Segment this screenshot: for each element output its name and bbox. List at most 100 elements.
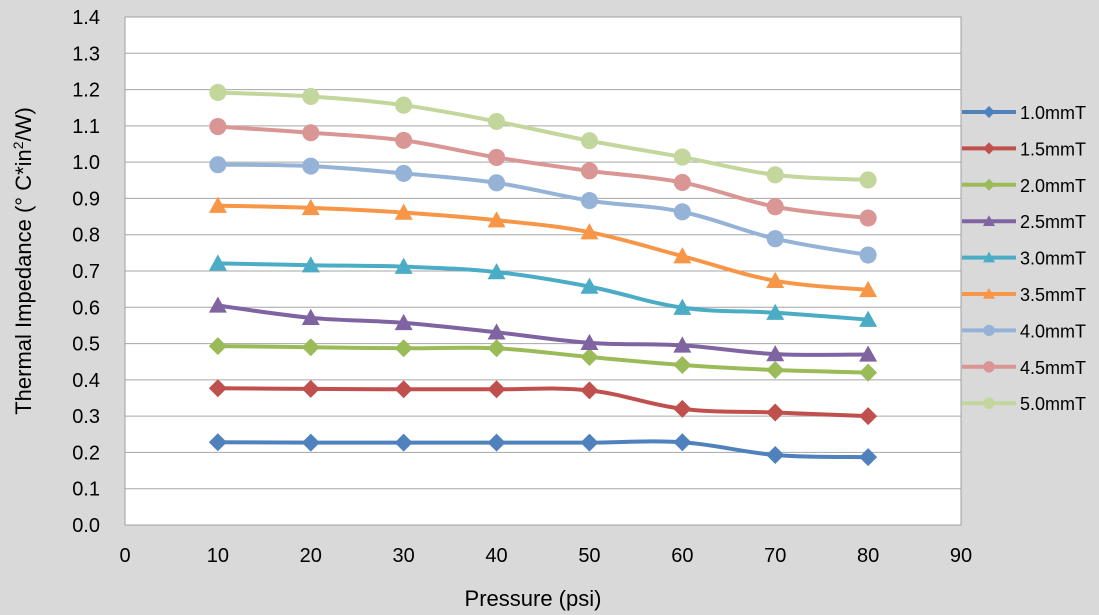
data-point xyxy=(766,198,784,216)
series-5.0mmT xyxy=(209,83,877,189)
legend-item: 3.5mmT xyxy=(962,285,1086,305)
series-3.0mmT xyxy=(208,254,878,327)
legend-label: 3.0mmT xyxy=(1020,249,1086,269)
data-point xyxy=(983,361,995,373)
y-axis-ticks: 0.0 0.1 0.2 0.3 0.4 0.5 0.6 0.7 0.8 0.9 1.0 1.1 1.2 1… xyxy=(72,7,100,537)
series-line xyxy=(217,344,869,375)
legend-item: 3.0mmT xyxy=(962,249,1086,269)
data-point xyxy=(580,223,599,240)
y-tick-label: 0.2 xyxy=(72,442,100,464)
x-tick-label: 10 xyxy=(207,545,229,567)
data-point xyxy=(487,323,506,340)
data-point xyxy=(301,338,320,357)
data-point xyxy=(673,433,692,452)
series-lines xyxy=(208,83,878,467)
legend-label: 4.0mmT xyxy=(1020,321,1086,341)
legend-item: 1.0mmT xyxy=(962,103,1086,123)
x-tick-label: 60 xyxy=(671,545,693,567)
y-tick-label: 0.8 xyxy=(72,225,100,247)
x-tick-label: 40 xyxy=(485,545,507,567)
data-point xyxy=(983,324,995,337)
legend-item: 5.0mmT xyxy=(962,394,1086,414)
data-point xyxy=(766,445,785,464)
data-point xyxy=(580,333,599,351)
data-point xyxy=(487,263,506,280)
series-2.5mmT xyxy=(208,296,878,362)
data-point xyxy=(395,131,413,149)
data-point xyxy=(580,277,599,294)
series-1.0mmT xyxy=(208,433,878,467)
y-tick-label: 0.9 xyxy=(72,188,100,210)
data-point xyxy=(766,345,785,362)
series-line xyxy=(217,386,869,419)
data-point xyxy=(488,148,506,166)
x-tick-label: 20 xyxy=(300,545,322,567)
data-point xyxy=(766,361,785,380)
data-point xyxy=(983,106,995,118)
legend-label: 4.5mmT xyxy=(1020,358,1086,378)
series-4.5mmT xyxy=(209,118,877,227)
series-line xyxy=(217,303,869,357)
x-tick-label: 70 xyxy=(764,545,786,567)
data-point xyxy=(487,433,506,452)
data-point xyxy=(859,209,877,227)
series-1.5mmT xyxy=(208,379,878,426)
data-point xyxy=(859,171,877,189)
series-line xyxy=(217,439,869,460)
data-point xyxy=(395,164,413,182)
data-point xyxy=(766,271,785,288)
data-point xyxy=(580,132,598,150)
data-point xyxy=(487,211,506,228)
data-point xyxy=(487,339,506,358)
data-point xyxy=(208,196,227,213)
legend-item: 4.5mmT xyxy=(962,358,1086,378)
x-tick-label: 90 xyxy=(950,545,972,567)
data-point xyxy=(394,203,413,220)
data-point xyxy=(209,156,227,174)
series-line xyxy=(217,203,869,292)
data-point xyxy=(859,345,878,362)
series-line xyxy=(217,124,869,221)
data-point xyxy=(394,380,413,399)
data-point xyxy=(488,174,506,192)
legend-label: 1.0mmT xyxy=(1020,103,1086,123)
data-point xyxy=(208,433,227,452)
y-tick-label: 1.1 xyxy=(72,116,100,138)
data-point xyxy=(302,124,320,142)
data-point xyxy=(859,448,878,467)
data-point xyxy=(766,230,784,248)
data-point xyxy=(302,157,320,175)
y-tick-label: 0.4 xyxy=(72,370,100,392)
data-point xyxy=(208,254,227,271)
y-tick-label: 0.6 xyxy=(72,297,100,319)
data-point xyxy=(394,313,413,331)
data-point xyxy=(673,173,691,192)
legend-label: 2.0mmT xyxy=(1020,176,1086,196)
x-tick-label: 50 xyxy=(578,545,600,567)
legend-label: 2.5mmT xyxy=(1020,212,1086,232)
data-point xyxy=(394,339,413,358)
data-point xyxy=(983,288,995,299)
data-point xyxy=(673,336,692,353)
legend-label: 1.5mmT xyxy=(1020,139,1086,159)
y-tick-label: 1.4 xyxy=(72,7,100,29)
legend-item: 4.0mmT xyxy=(962,321,1086,341)
x-axis-ticks: 0 10 20 30 40 50 60 70 80 90 xyxy=(119,545,972,567)
data-point xyxy=(673,148,691,166)
data-point xyxy=(859,246,877,264)
series-3.5mmT xyxy=(208,196,878,298)
legend-label: 3.5mmT xyxy=(1020,285,1086,305)
legend: 1.0mmT 1.5mmT 2.0mmT 2.5mmT 3.0mmT 3.5mmT 4.0m… xyxy=(962,103,1086,414)
data-point xyxy=(983,142,995,155)
data-point xyxy=(301,198,320,216)
legend-item: 2.0mmT xyxy=(962,176,1086,196)
data-point xyxy=(580,433,599,452)
data-point xyxy=(673,298,692,315)
data-point xyxy=(209,83,227,102)
y-tick-label: 0.5 xyxy=(72,334,100,356)
data-point xyxy=(983,215,995,226)
series-line xyxy=(217,162,869,258)
data-point xyxy=(766,403,785,422)
data-point xyxy=(394,257,413,274)
